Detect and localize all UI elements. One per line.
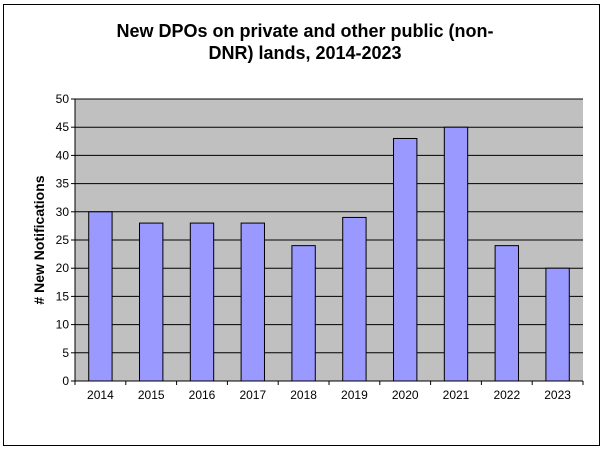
bar-2020: [393, 137, 418, 382]
bar-2016: [189, 222, 215, 382]
bar-2021: [443, 126, 469, 382]
bar-2023: [545, 267, 570, 382]
x-tick-label: 2022: [493, 388, 520, 402]
y-axis-title: # New Notifications: [31, 175, 47, 304]
y-tick-label: 40: [56, 148, 70, 162]
bar-2015: [139, 222, 164, 382]
y-tick-label: 45: [56, 120, 70, 134]
y-tick-label: 0: [62, 374, 69, 388]
chart-title-line-2: DNR) lands, 2014-2023: [208, 43, 402, 63]
y-tick-label: 5: [62, 346, 69, 360]
x-tick-label: 2017: [239, 388, 266, 402]
bar-2017: [240, 222, 265, 382]
x-tick-label: 2019: [341, 388, 368, 402]
x-tick-label: 2016: [189, 388, 216, 402]
y-tick-label: 35: [56, 177, 70, 191]
y-tick-label: 10: [56, 318, 70, 332]
y-tick-label: 30: [56, 205, 70, 219]
y-tick-label: 15: [56, 289, 70, 303]
x-tick-label: 2020: [392, 388, 419, 402]
x-tick-label: 2018: [290, 388, 317, 402]
x-tick-label: 2021: [443, 388, 470, 402]
bar-2018: [291, 245, 316, 382]
x-tick-label: 2014: [87, 388, 114, 402]
x-tick-label: 2023: [544, 388, 571, 402]
x-tick-label: 2015: [138, 388, 165, 402]
y-tick-label: 50: [56, 92, 70, 106]
bar-2022: [494, 245, 519, 382]
chart-title-line-1: New DPOs on private and other public (no…: [116, 21, 494, 41]
bar-2014: [88, 211, 113, 382]
y-tick-label: 25: [56, 233, 70, 247]
bar-2019: [342, 216, 367, 382]
y-tick-label: 20: [56, 261, 70, 275]
chart-title: New DPOs on private and other public (no…: [60, 20, 550, 64]
